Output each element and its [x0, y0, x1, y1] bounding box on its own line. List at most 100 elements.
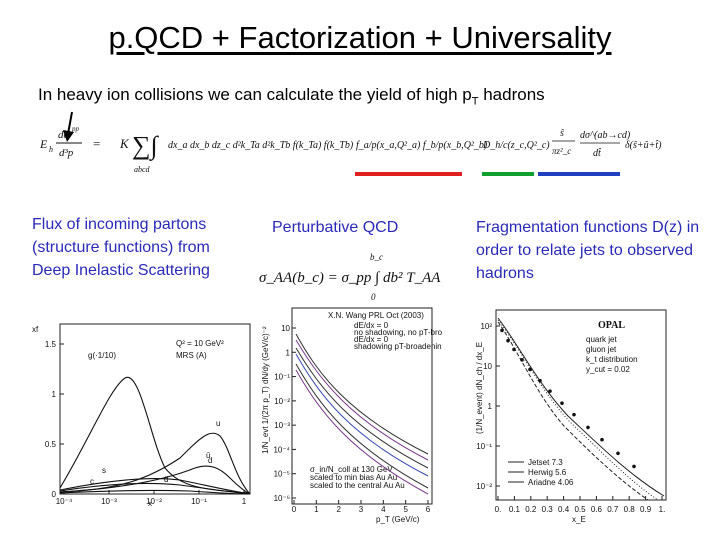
opal-data-point — [500, 328, 504, 333]
formula-dt: dt̂ — [593, 147, 601, 159]
spectra-ytick-label: 1 — [286, 348, 291, 357]
subtitle-main: In heavy ion collisions we can calculate… — [38, 85, 472, 104]
pdf-label-u: u — [216, 419, 220, 428]
pdf-label-dbar: d̄ — [164, 475, 168, 484]
spectra-xtick-label: 0 — [292, 505, 297, 514]
opal-data-point — [538, 378, 542, 383]
opal-legend-line-item: Jetset 7.3 — [528, 458, 563, 467]
spectra-curve-2 — [295, 339, 429, 461]
formula-limits: abcd — [134, 165, 151, 174]
opal-data-point — [616, 451, 620, 456]
spectra-header: X.N. Wang PRL Oct (2003) — [328, 311, 424, 320]
formula-lhs-den: d³p — [59, 147, 74, 159]
nuclear-formula-upper: b_c — [370, 252, 383, 262]
spectra-legend-top-item: dE/dx = 0 — [354, 321, 389, 330]
formula-frag: D_h/c(z_c,Q²_c) — [482, 140, 550, 151]
opal-curve-quark — [497, 317, 665, 497]
spectra-curve-6 — [295, 369, 429, 495]
opal-legend-line-item: Ariadne 4.06 — [528, 478, 574, 487]
opal-legend-item: k_t distribution — [586, 355, 638, 364]
opal-data-point — [632, 464, 636, 469]
pdf-curve-u — [59, 432, 251, 495]
opal-plot-frame — [495, 309, 667, 501]
nuclear-formula-text: σ_AA(b_c) = σ_pp ∫ db² T_AA — [259, 270, 441, 286]
spectra-curve-3 — [295, 347, 429, 469]
opal-legend-line-item: Herwig 5.6 — [528, 468, 567, 477]
formula-lhs-h: h — [49, 145, 53, 154]
pdf-curve-ubar — [59, 477, 251, 495]
opal-xtick-label: 0.3 — [542, 505, 554, 514]
spectra-legend-bottom-item: scaled to the central Au Au — [310, 481, 405, 490]
spectra-curve-1 — [295, 333, 429, 455]
opal-data-point — [520, 358, 524, 362]
opal-data-point — [600, 437, 604, 442]
pdf-curve-s — [59, 482, 251, 495]
factorization-formula: E h dσ pp d³p = K ∑∫ abcd dx_a dx_b dz_c… — [40, 125, 662, 176]
spectra-xtick-label: 2 — [336, 505, 341, 514]
spectra-ytick-label: 10⁻² — [274, 397, 290, 406]
opal-xtick-label: 0.7 — [607, 505, 619, 514]
spectra-plot-frame — [291, 307, 433, 505]
formula-k: K — [119, 136, 130, 151]
pdf-ytick-label: 1.5 — [45, 340, 57, 349]
opal-data-point — [560, 401, 564, 405]
opal-xtick-label: 0.1 — [509, 505, 521, 514]
opal-data-point — [586, 425, 590, 430]
pdf-xtick-label: 1 — [242, 497, 247, 506]
spectra-legend-bottom-item: σ_in/N_coll at 130 GeV — [310, 465, 393, 474]
opal-xtick-label: 0.9 — [640, 505, 652, 514]
opal-xtick-label: 1. — [659, 505, 666, 514]
flux-description: Flux of incoming partons (structure func… — [32, 216, 210, 279]
spectra-ytick-label: 10⁻⁶ — [274, 494, 290, 503]
pdf-xtick-label: 10⁻¹ — [191, 497, 207, 506]
pdf-xlabel: x — [148, 499, 152, 508]
opal-data-point — [572, 412, 576, 417]
formula-equals: = — [93, 136, 100, 151]
nuclear-formula-lower: 0 — [371, 292, 376, 302]
slide-title: p.QCD + Factorization + Universality — [108, 20, 612, 55]
spectra-curve-5 — [295, 363, 429, 489]
opal-xtick-label: 0.8 — [624, 505, 636, 514]
pdf-label-s: s — [102, 466, 106, 475]
pdf-curve-d — [59, 465, 251, 495]
frag-description: Fragmentation functions D(z) in order to… — [476, 219, 700, 282]
pdf-xtick-label: 10⁻³ — [101, 497, 117, 506]
opal-curve-gluon — [497, 321, 649, 501]
spectra-ytick-label: 10⁻¹ — [274, 373, 290, 382]
opal-xtick-label: 0.5 — [574, 505, 586, 514]
subtitle-end: hadrons — [478, 85, 545, 104]
opal-data-point — [528, 367, 532, 372]
spectra-legend-bottom-item: scaled to min bias Au Au — [310, 473, 397, 482]
opal-ylabel: (1/N_event) dN_ch / dx_E — [475, 342, 484, 434]
formula-dsigma: dσ^(ab→cd) — [580, 130, 631, 141]
spectra-legend-top-item: shadowing pT-broadening — [354, 342, 442, 351]
spectra-ytick-label: 10 — [281, 324, 290, 333]
opal-xtick-label: 0.2 — [525, 505, 537, 514]
pdf-xtick-label: 10⁻⁴ — [56, 497, 73, 506]
pdf-ytick-label: 1 — [52, 390, 57, 399]
opal-data-point — [512, 347, 516, 352]
spectra-plot: X.N. Wang PRL Oct (2003) 1/N_evt 1/(2π p… — [258, 304, 442, 526]
slide-subtitle: In heavy ion collisions we can calculate… — [38, 84, 545, 112]
spectra-xtick-label: 3 — [359, 505, 364, 514]
pdf-label-c: c — [90, 477, 94, 486]
pdf-ytick-label: 0.5 — [45, 440, 57, 449]
opal-ytick-label: 10⁻¹ — [476, 442, 492, 451]
spectra-ytick-label: 10⁻⁵ — [274, 470, 290, 479]
pdf-legend-mrs: MRS (A) — [176, 351, 207, 360]
opal-header: OPAL — [598, 320, 625, 331]
pdf-xtick-label: 10⁻² — [146, 497, 162, 506]
formula-lhs-e: E — [40, 137, 48, 151]
formula-shat: ŝ — [560, 128, 564, 139]
formula-pdf: f_a/p(x_a,Q²_a) f_b/p(x_b,Q²_b) — [356, 140, 488, 151]
pdf-ylabel: xf — [32, 325, 39, 334]
pdf-curve-gluon — [59, 377, 251, 494]
opal-legend-item: gluon jet — [586, 345, 617, 354]
pdf-curve-c — [59, 489, 251, 495]
spectra-xtick-label: 4 — [381, 505, 386, 514]
formula-delta: δ(ŝ+û+t̂) — [625, 139, 662, 151]
opal-data-point — [506, 338, 510, 343]
subtitle-subscript: T — [471, 95, 479, 108]
formula-integral: ∑∫ — [132, 131, 160, 161]
